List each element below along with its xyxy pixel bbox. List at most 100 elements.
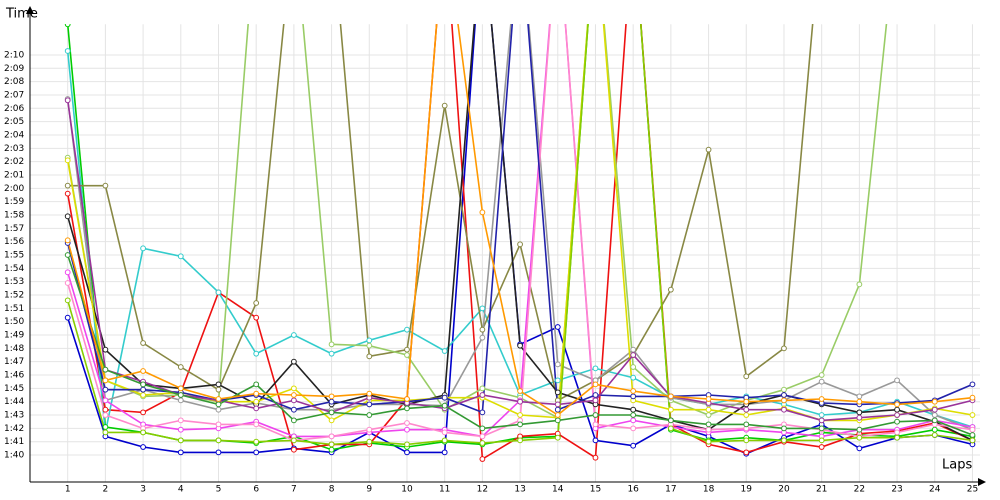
y-tick-label: 1:43 <box>4 411 24 421</box>
data-point <box>931 398 938 405</box>
data-point <box>517 241 523 248</box>
data-point <box>404 420 410 426</box>
data-point <box>894 434 900 441</box>
data-point <box>894 401 900 408</box>
data-point <box>366 426 373 433</box>
data-point <box>969 412 976 418</box>
x-tick-label: 5 <box>216 485 222 495</box>
data-point <box>554 406 561 413</box>
data-point <box>630 417 637 424</box>
data-point <box>554 361 561 368</box>
data-point <box>781 437 787 444</box>
data-point <box>592 397 599 404</box>
data-point <box>441 429 448 436</box>
x-axis-title: Laps <box>942 458 972 473</box>
y-tick-label: 1:40 <box>4 451 24 461</box>
y-tick-label: 1:51 <box>4 304 24 314</box>
data-point <box>969 394 976 401</box>
data-point <box>781 392 787 398</box>
data-point <box>64 157 71 164</box>
data-point <box>253 438 260 445</box>
data-point <box>554 434 561 441</box>
data-point <box>931 417 938 424</box>
data-point <box>64 252 71 258</box>
data-point <box>630 425 637 432</box>
data-point <box>781 397 787 404</box>
y-axis-arrow <box>26 6 34 14</box>
data-point <box>554 401 561 408</box>
data-point <box>253 398 260 405</box>
data-point <box>441 348 448 354</box>
data-point <box>441 402 448 409</box>
data-point <box>818 425 825 432</box>
data-point <box>290 385 297 392</box>
data-point <box>818 378 825 385</box>
data-point <box>64 314 71 321</box>
data-point <box>592 454 599 461</box>
y-tick-label: 2:02 <box>4 157 24 167</box>
data-point <box>705 146 712 153</box>
y-tick-label: 2:06 <box>4 104 24 114</box>
data-point <box>140 444 146 450</box>
data-point <box>290 406 297 413</box>
x-tick-label: 10 <box>401 485 413 495</box>
data-point <box>931 426 938 433</box>
data-point <box>479 385 486 392</box>
data-point <box>215 386 222 393</box>
data-point <box>818 417 825 424</box>
y-tick-label: 1:44 <box>4 397 24 407</box>
data-point <box>328 441 335 448</box>
data-point <box>177 385 184 392</box>
x-tick-label: 11 <box>439 485 450 495</box>
data-point <box>479 209 486 216</box>
y-tick-label: 1:57 <box>4 224 24 234</box>
x-tick-label: 21 <box>816 485 827 495</box>
data-point <box>479 440 486 446</box>
data-point <box>667 425 674 432</box>
data-point <box>705 406 712 413</box>
data-point <box>102 429 109 436</box>
data-point <box>177 392 184 398</box>
data-point <box>479 433 486 440</box>
data-point <box>102 182 109 189</box>
data-point <box>743 406 750 413</box>
data-point <box>404 426 410 433</box>
data-point <box>328 393 335 400</box>
data-point <box>215 289 222 296</box>
data-point <box>479 392 486 398</box>
y-tick-label: 1:47 <box>4 357 24 367</box>
data-point <box>856 393 863 400</box>
data-point <box>818 372 825 378</box>
data-point <box>630 374 637 381</box>
x-tick-label: 9 <box>366 485 372 495</box>
data-point <box>404 396 410 402</box>
y-tick-label: 1:58 <box>4 210 24 220</box>
data-point <box>479 456 486 462</box>
data-point <box>64 48 71 54</box>
data-point <box>102 346 109 353</box>
data-point <box>328 398 335 405</box>
data-point <box>366 342 373 349</box>
data-point <box>102 406 109 413</box>
data-point <box>705 412 712 418</box>
data-point <box>140 381 146 388</box>
data-point <box>931 412 938 418</box>
data-point <box>253 421 260 428</box>
data-point <box>856 434 863 441</box>
data-point <box>554 324 561 330</box>
data-point <box>253 381 260 388</box>
data-point <box>140 392 146 398</box>
data-point <box>177 449 184 456</box>
x-tick-label: 6 <box>253 485 259 495</box>
data-point <box>290 437 297 444</box>
data-point <box>931 432 938 438</box>
data-point <box>743 421 750 428</box>
plot-area <box>64 24 976 462</box>
data-point <box>630 393 637 400</box>
data-point <box>818 396 825 402</box>
data-point <box>253 350 260 357</box>
x-tick-label: 14 <box>552 485 564 495</box>
data-point <box>404 405 410 412</box>
data-point <box>743 398 750 405</box>
data-point <box>781 406 787 413</box>
